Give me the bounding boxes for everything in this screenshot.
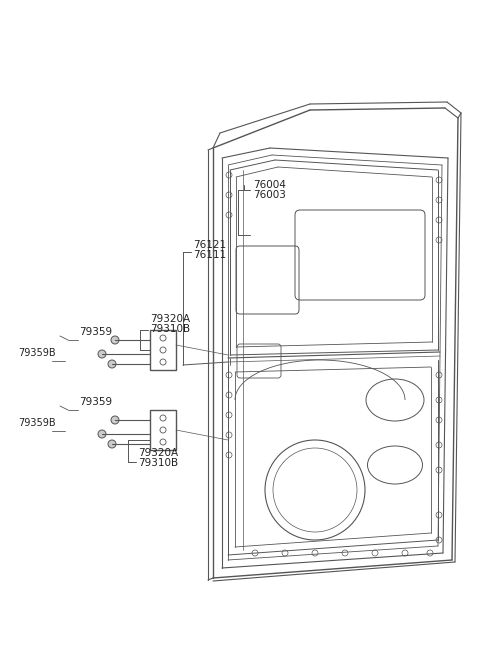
- Bar: [150, 410, 176, 450]
- Text: 79310B: 79310B: [150, 324, 190, 334]
- Text: 76003: 76003: [253, 190, 286, 200]
- Circle shape: [108, 440, 116, 448]
- Bar: [150, 330, 176, 370]
- Circle shape: [108, 360, 116, 368]
- Text: 79359: 79359: [79, 327, 112, 337]
- Circle shape: [111, 336, 119, 344]
- Circle shape: [98, 350, 106, 358]
- Text: 76004: 76004: [253, 180, 286, 190]
- Text: 79359B: 79359B: [18, 348, 56, 358]
- Text: 76121: 76121: [193, 240, 226, 250]
- Text: 79310B: 79310B: [138, 458, 178, 468]
- Text: 79359B: 79359B: [18, 418, 56, 428]
- Circle shape: [98, 430, 106, 438]
- Circle shape: [111, 416, 119, 424]
- Text: 79359: 79359: [79, 397, 112, 407]
- Text: 79320A: 79320A: [138, 448, 178, 458]
- Text: 79320A: 79320A: [150, 314, 190, 324]
- Text: 76111: 76111: [193, 250, 226, 260]
